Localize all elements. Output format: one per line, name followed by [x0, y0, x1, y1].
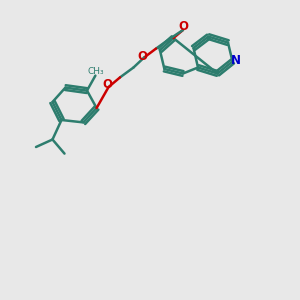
Text: CH₃: CH₃: [87, 68, 104, 76]
Text: N: N: [231, 53, 241, 67]
Text: O: O: [102, 78, 112, 91]
Text: O: O: [178, 20, 188, 34]
Text: O: O: [137, 50, 148, 63]
